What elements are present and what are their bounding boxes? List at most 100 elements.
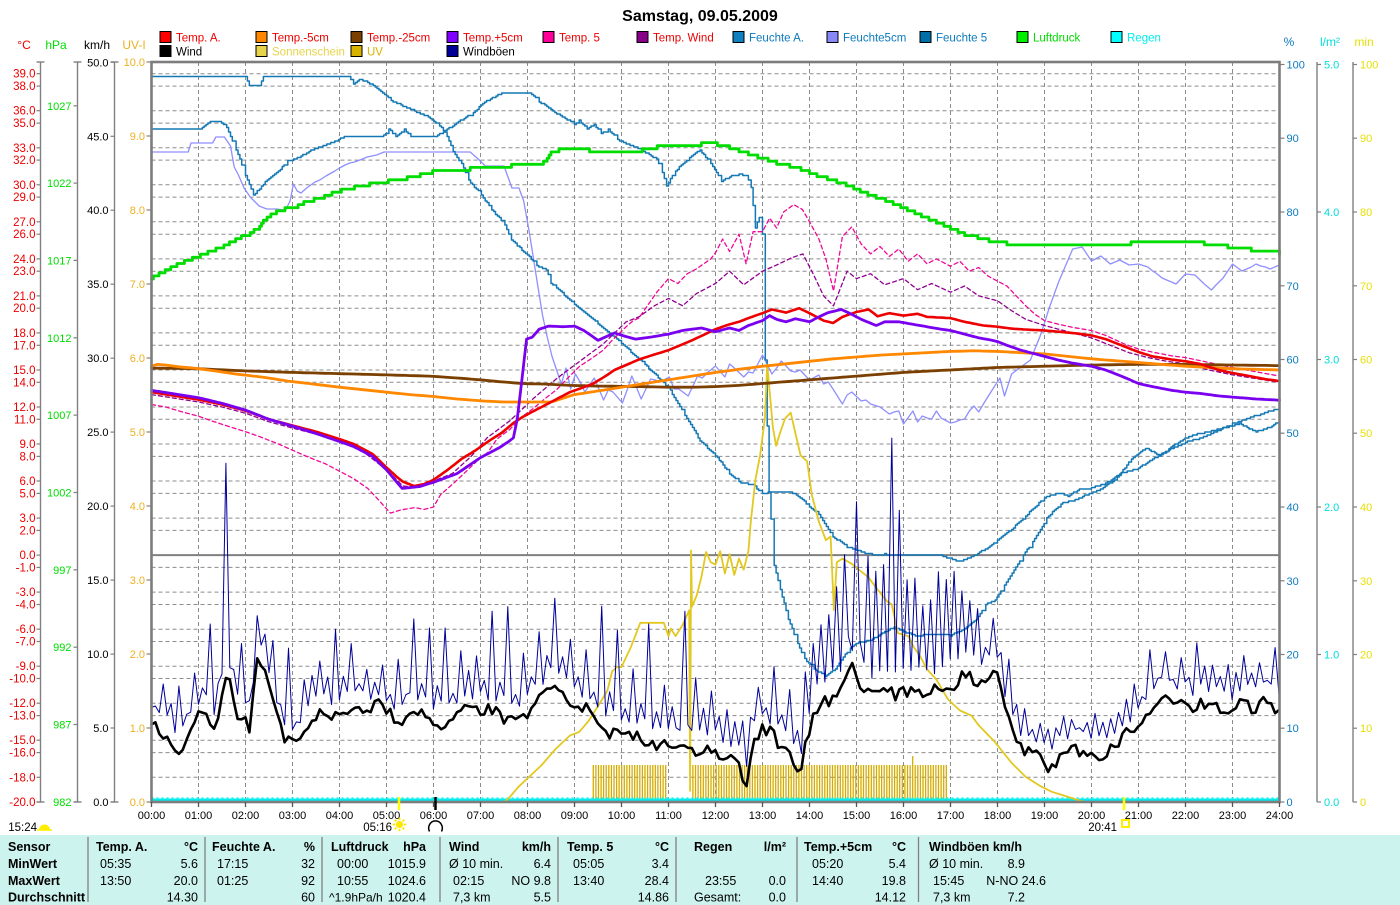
- svg-text:35.0: 35.0: [87, 279, 108, 291]
- svg-text:09:00: 09:00: [561, 810, 589, 822]
- svg-text:02:00: 02:00: [232, 810, 260, 822]
- svg-text:45.0: 45.0: [87, 131, 108, 143]
- svg-text:20.0: 20.0: [174, 874, 198, 888]
- svg-text:4.0: 4.0: [130, 501, 145, 513]
- svg-text:32.0: 32.0: [13, 155, 35, 167]
- svg-text:5.4: 5.4: [889, 857, 906, 871]
- svg-text:987: 987: [53, 720, 71, 732]
- svg-text:Temp.-5cm: Temp.-5cm: [272, 33, 329, 45]
- svg-text:km/h: km/h: [84, 38, 110, 52]
- svg-text:hPa: hPa: [403, 840, 427, 854]
- svg-text:13:50: 13:50: [100, 874, 131, 888]
- svg-text:-15.0: -15.0: [9, 735, 35, 747]
- svg-text:17:15: 17:15: [217, 857, 248, 871]
- svg-text:28.4: 28.4: [645, 874, 669, 888]
- svg-text:6.4: 6.4: [534, 857, 551, 871]
- svg-text:19.8: 19.8: [882, 874, 906, 888]
- svg-text:20:41: 20:41: [1088, 822, 1117, 834]
- svg-text:14.30: 14.30: [167, 891, 198, 905]
- svg-text:10.0: 10.0: [87, 649, 108, 661]
- svg-text:6.0: 6.0: [130, 353, 145, 365]
- svg-text:14.0: 14.0: [13, 377, 35, 389]
- svg-text:5.0: 5.0: [20, 488, 36, 500]
- svg-text:°C: °C: [892, 840, 906, 854]
- svg-text:1012: 1012: [47, 333, 71, 345]
- svg-text:100: 100: [1360, 60, 1378, 72]
- svg-text:20:00: 20:00: [1078, 810, 1106, 822]
- svg-text:Gesamt:: Gesamt:: [694, 891, 741, 905]
- svg-text:0.0: 0.0: [769, 874, 786, 888]
- svg-text:10.0: 10.0: [124, 57, 145, 69]
- svg-text:36.0: 36.0: [13, 106, 35, 118]
- svg-text:Temp.+5cm: Temp.+5cm: [463, 33, 523, 45]
- svg-text:12.0: 12.0: [13, 402, 35, 414]
- svg-text:Regen: Regen: [694, 840, 732, 854]
- svg-text:Windböen: Windböen: [463, 47, 515, 59]
- svg-text:40: 40: [1287, 502, 1299, 514]
- svg-text:15:00: 15:00: [843, 810, 871, 822]
- svg-text:2.0: 2.0: [20, 525, 36, 537]
- svg-text:50.0: 50.0: [87, 57, 108, 69]
- svg-text:Regen: Regen: [1127, 33, 1161, 45]
- svg-text:3.0: 3.0: [130, 575, 145, 587]
- svg-text:NO 9.8: NO 9.8: [511, 874, 551, 888]
- svg-text:Samstag, 09.05.2009: Samstag, 09.05.2009: [622, 8, 778, 25]
- svg-text:24.0: 24.0: [13, 254, 35, 266]
- svg-text:20.0: 20.0: [13, 303, 35, 315]
- svg-text:40.0: 40.0: [87, 205, 108, 217]
- svg-text:Temp. A.: Temp. A.: [96, 840, 147, 854]
- svg-text:Sonnenschein: Sonnenschein: [272, 47, 345, 59]
- svg-text:39.0: 39.0: [13, 69, 35, 81]
- svg-text:08:00: 08:00: [514, 810, 542, 822]
- svg-text:1017: 1017: [47, 255, 71, 267]
- svg-text:05:16: 05:16: [363, 822, 392, 834]
- svg-text:17:00: 17:00: [937, 810, 965, 822]
- svg-text:1027: 1027: [47, 101, 71, 113]
- svg-text:-16.0: -16.0: [9, 748, 35, 760]
- svg-text:60: 60: [301, 891, 315, 905]
- svg-text:70: 70: [1360, 281, 1372, 293]
- svg-text:0.0: 0.0: [130, 797, 145, 809]
- svg-text:19:00: 19:00: [1031, 810, 1059, 822]
- svg-text:hPa: hPa: [45, 38, 67, 52]
- svg-text:0.0: 0.0: [20, 550, 36, 562]
- svg-text:13:40: 13:40: [573, 874, 604, 888]
- svg-text:5.0: 5.0: [130, 427, 145, 439]
- svg-text:07:00: 07:00: [467, 810, 495, 822]
- svg-text:15.0: 15.0: [87, 575, 108, 587]
- svg-text:10:55: 10:55: [337, 874, 368, 888]
- svg-text:14.86: 14.86: [638, 891, 669, 905]
- svg-text:05:00: 05:00: [373, 810, 401, 822]
- svg-text:20.0: 20.0: [87, 501, 108, 513]
- svg-text:00:00: 00:00: [337, 857, 368, 871]
- svg-text:992: 992: [53, 642, 71, 654]
- svg-text:60: 60: [1360, 355, 1372, 367]
- svg-text:-6.0: -6.0: [16, 624, 36, 636]
- svg-text:30: 30: [1287, 576, 1299, 588]
- svg-text:14:00: 14:00: [796, 810, 824, 822]
- svg-text:Luftdruck: Luftdruck: [1033, 33, 1081, 45]
- svg-text:32: 32: [301, 857, 315, 871]
- svg-text:Temp.+5cm: Temp.+5cm: [804, 840, 872, 854]
- svg-text:5.0: 5.0: [93, 723, 108, 735]
- svg-text:-4.0: -4.0: [16, 600, 36, 612]
- svg-text:38.0: 38.0: [13, 81, 35, 93]
- svg-text:30.0: 30.0: [87, 353, 108, 365]
- svg-text:3.0: 3.0: [20, 513, 36, 525]
- svg-text:5.0: 5.0: [1324, 60, 1339, 72]
- svg-text:km/h: km/h: [993, 840, 1022, 854]
- svg-text:20: 20: [1287, 650, 1299, 662]
- svg-text:0.0: 0.0: [1324, 797, 1339, 809]
- svg-text:12:00: 12:00: [702, 810, 730, 822]
- svg-text:l/m²: l/m²: [1320, 35, 1340, 49]
- svg-text:Feuchte 5: Feuchte 5: [936, 33, 987, 45]
- svg-text:27.0: 27.0: [13, 217, 35, 229]
- svg-text:2.0: 2.0: [130, 649, 145, 661]
- svg-text:60: 60: [1287, 355, 1299, 367]
- svg-text:14:40: 14:40: [812, 874, 843, 888]
- svg-text:10: 10: [1360, 723, 1372, 735]
- svg-text:26.0: 26.0: [13, 229, 35, 241]
- svg-text:%: %: [304, 840, 315, 854]
- svg-text:8.0: 8.0: [20, 451, 36, 463]
- svg-text:90: 90: [1287, 133, 1299, 145]
